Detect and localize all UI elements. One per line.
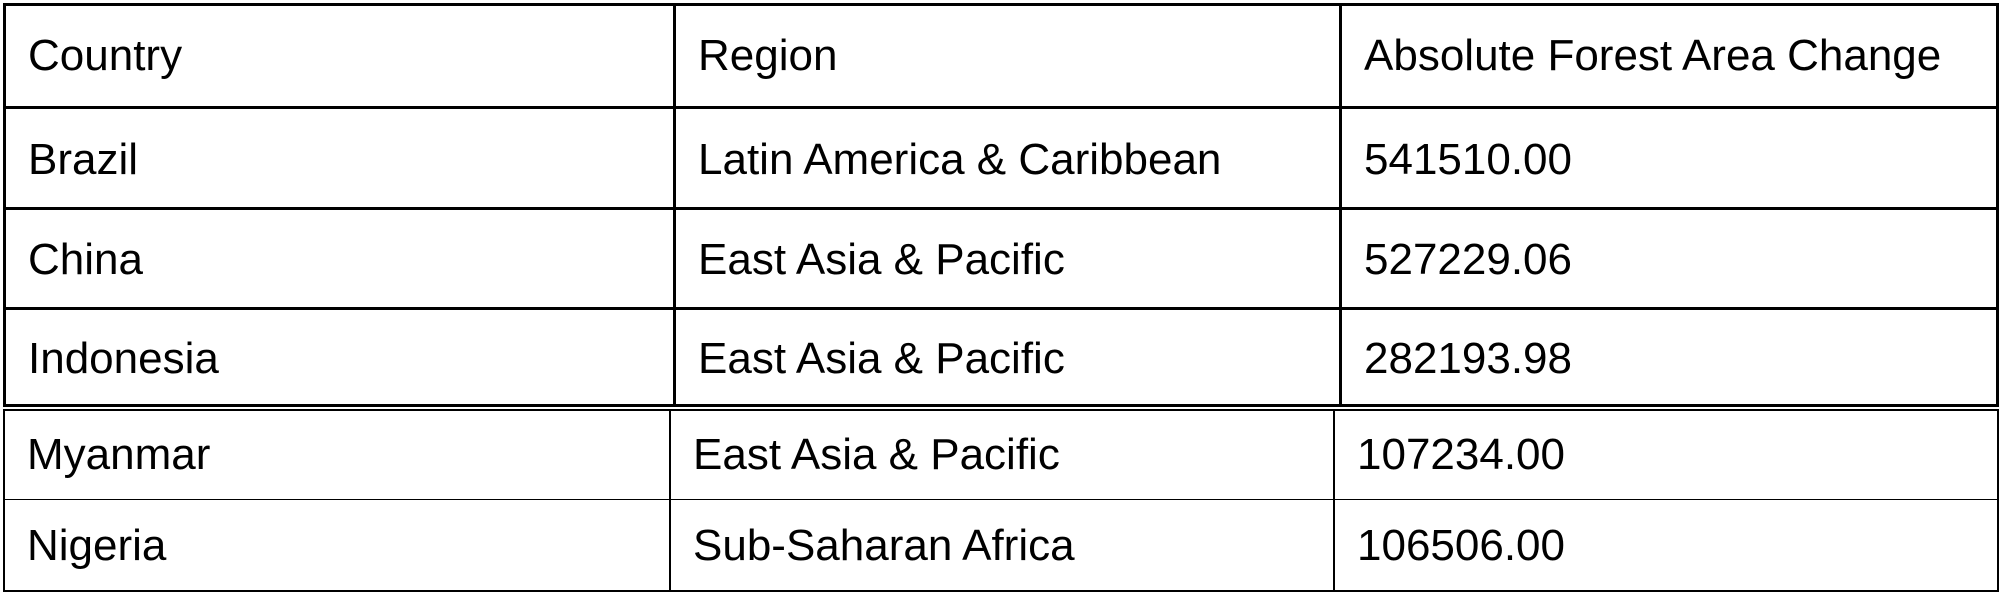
cell-region: East Asia & Pacific [673, 210, 1340, 310]
cell-forest-area-change: 541510.00 [1339, 109, 1996, 210]
forest-change-table-continued: Myanmar East Asia & Pacific 107234.00 Ni… [3, 409, 1999, 592]
table-row: Indonesia East Asia & Pacific 282193.98 [6, 307, 1996, 407]
cell-forest-area-change: 107234.00 [1333, 411, 1997, 499]
cell-region: Sub-Saharan Africa [669, 500, 1336, 591]
cell-region: Latin America & Caribbean [673, 109, 1340, 210]
table-row: China East Asia & Pacific 527229.06 [6, 207, 1996, 310]
table-row: Myanmar East Asia & Pacific 107234.00 [5, 411, 1997, 499]
cell-forest-area-change: 106506.00 [1333, 500, 1997, 591]
table-row: Nigeria Sub-Saharan Africa 106506.00 [5, 499, 1997, 591]
header-region: Region [673, 6, 1340, 106]
forest-change-table: Country Region Absolute Forest Area Chan… [3, 3, 1999, 407]
cell-country: China [28, 235, 143, 284]
cell-country: Nigeria [27, 520, 167, 570]
cell-forest-area-change: 282193.98 [1339, 310, 1996, 407]
cell-country: Myanmar [27, 430, 211, 479]
cell-region: East Asia & Pacific [669, 411, 1336, 499]
header-forest-area-change: Absolute Forest Area Change [1339, 6, 1996, 106]
cell-forest-area-change: 527229.06 [1339, 210, 1996, 310]
header-country: Country [28, 31, 183, 80]
table-row: Brazil Latin America & Caribbean 541510.… [6, 106, 1996, 210]
cell-country: Brazil [28, 134, 139, 184]
cell-region: East Asia & Pacific [673, 310, 1340, 407]
cell-country: Indonesia [28, 333, 219, 383]
table-header-row: Country Region Absolute Forest Area Chan… [6, 6, 1996, 106]
